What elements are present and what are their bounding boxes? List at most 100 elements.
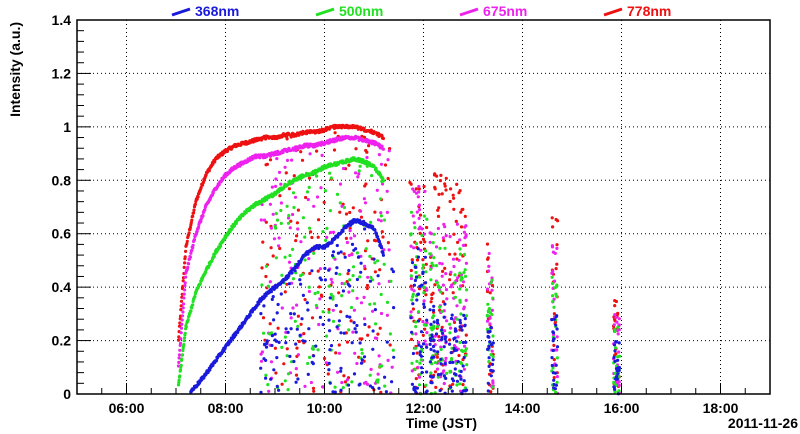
- data-point: [311, 386, 316, 390]
- data-point: [465, 363, 469, 367]
- data-point: [300, 317, 304, 321]
- data-point: [465, 388, 469, 392]
- data-point: [388, 332, 392, 336]
- data-point: [188, 225, 192, 230]
- data-point: [341, 386, 345, 390]
- data-point: [359, 215, 364, 219]
- data-point: [298, 278, 302, 282]
- data-point: [270, 334, 274, 338]
- data-point: [182, 292, 186, 296]
- data-point: [487, 335, 491, 339]
- data-point: [452, 320, 457, 324]
- data-point: [421, 258, 425, 262]
- data-point: [320, 153, 324, 157]
- data-point: [487, 360, 491, 364]
- x-tick-label: 16:00: [604, 400, 640, 416]
- data-point: [552, 343, 556, 347]
- legend-label: 500nm: [339, 3, 383, 19]
- legend-swatch: [171, 7, 191, 17]
- data-point: [344, 212, 349, 216]
- data-point: [436, 226, 440, 231]
- data-point: [436, 350, 440, 354]
- data-point: [442, 374, 446, 378]
- data-point: [181, 306, 185, 310]
- data-point: [615, 328, 620, 333]
- data-point: [455, 304, 459, 308]
- data-point: [350, 341, 354, 345]
- data-point: [408, 180, 412, 185]
- data-point: [183, 288, 187, 292]
- legend-item-675nm: 675nm: [459, 3, 527, 19]
- data-point: [440, 331, 445, 335]
- data-point: [192, 238, 197, 242]
- data-point: [555, 243, 559, 247]
- data-point: [270, 343, 274, 348]
- data-point: [333, 131, 337, 135]
- data-point: [365, 382, 370, 386]
- data-point: [345, 340, 350, 344]
- data-point: [178, 368, 183, 372]
- data-point: [441, 269, 445, 273]
- data-point: [420, 370, 424, 375]
- data-point: [450, 377, 454, 381]
- data-point: [441, 283, 445, 287]
- data-point: [275, 311, 279, 315]
- data-point: [464, 333, 468, 337]
- data-point: [613, 304, 617, 308]
- data-point: [454, 348, 458, 352]
- data-point: [421, 342, 426, 346]
- data-point: [262, 304, 266, 308]
- data-point: [289, 327, 293, 331]
- data-point: [291, 306, 295, 310]
- data-point: [340, 204, 344, 208]
- data-point: [351, 289, 355, 293]
- data-point: [376, 235, 380, 239]
- data-point: [299, 150, 303, 154]
- data-point: [285, 134, 289, 139]
- data-point: [268, 202, 272, 206]
- data-point: [444, 272, 448, 276]
- data-point: [463, 268, 467, 272]
- data-point: [448, 252, 452, 256]
- data-point: [440, 328, 444, 332]
- data-point: [288, 354, 292, 358]
- data-point: [612, 385, 616, 389]
- data-point: [436, 373, 440, 377]
- data-point: [321, 230, 325, 234]
- data-point: [366, 333, 370, 337]
- data-point: [280, 306, 284, 310]
- data-point: [456, 360, 460, 364]
- data-point: [307, 257, 311, 261]
- data-point: [491, 385, 495, 389]
- data-point: [410, 298, 414, 302]
- data-point: [421, 320, 425, 324]
- data-point: [193, 202, 197, 206]
- data-point: [391, 270, 395, 274]
- data-point: [178, 341, 183, 345]
- data-point: [376, 372, 380, 376]
- data-point: [435, 321, 440, 325]
- data-point: [380, 144, 384, 148]
- data-point: [182, 265, 186, 269]
- data-point: [418, 383, 422, 387]
- data-point: [455, 222, 459, 226]
- data-point: [345, 280, 349, 284]
- data-point: [453, 252, 457, 256]
- data-point: [283, 290, 287, 294]
- data-point: [335, 139, 339, 143]
- data-point: [551, 294, 555, 298]
- data-point: [443, 184, 447, 188]
- data-point: [464, 314, 469, 318]
- data-point: [462, 367, 466, 371]
- data-point: [338, 272, 342, 276]
- data-point: [323, 278, 327, 282]
- data-point: [346, 383, 351, 387]
- data-point: [264, 163, 268, 167]
- data-point: [195, 197, 199, 201]
- data-point: [488, 330, 492, 334]
- data-point: [277, 244, 281, 248]
- data-point: [422, 184, 426, 189]
- data-point: [487, 251, 491, 256]
- data-point: [378, 268, 382, 272]
